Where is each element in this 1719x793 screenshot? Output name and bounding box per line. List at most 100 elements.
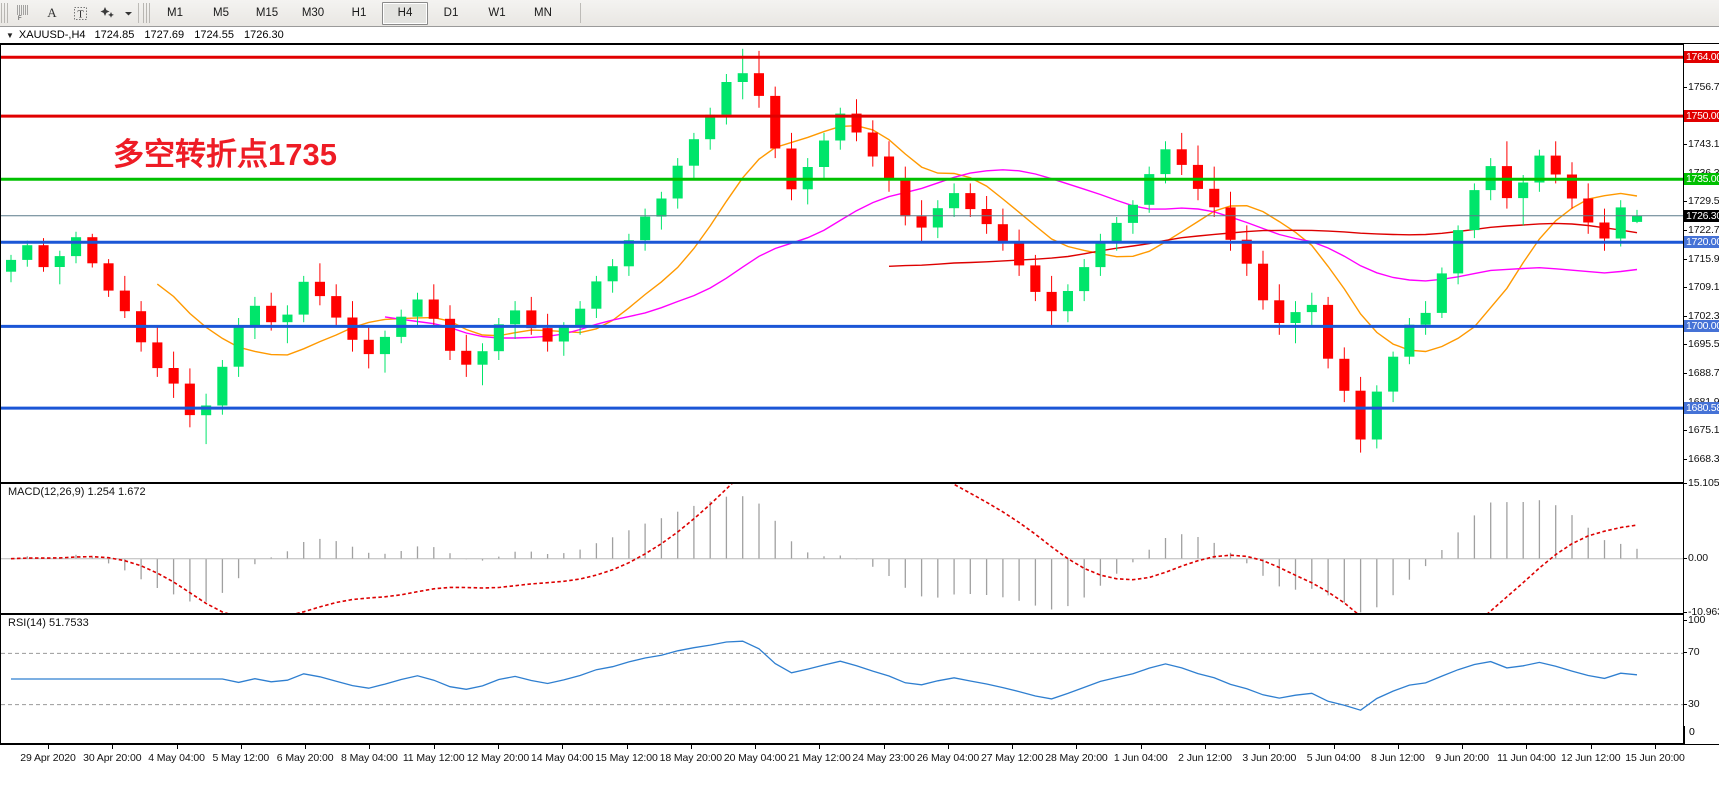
time-tick-label: 27 May 12:00: [980, 752, 1044, 764]
symbol-label: XAUUSD-,H4: [18, 29, 86, 41]
time-tick-label: 20 May 04:00: [723, 752, 787, 764]
candle: [981, 209, 992, 225]
chart-menu-caret-icon[interactable]: ▼: [6, 30, 14, 40]
candle: [819, 140, 830, 167]
rsi-tick-label: 100: [1688, 614, 1706, 626]
candle: [1355, 390, 1366, 440]
time-tick: [819, 745, 821, 749]
time-tick: [1333, 745, 1335, 749]
period-button-m30[interactable]: M30: [301, 7, 325, 19]
text-label-icon[interactable]: A: [47, 5, 57, 20]
price-tick-label: 1729.50: [1688, 195, 1719, 208]
candle: [217, 366, 228, 406]
price-scale-main[interactable]: 1764.001756.701750.001743.101736.301729.…: [1684, 44, 1719, 483]
candle: [721, 82, 732, 115]
period-button-m1[interactable]: M1: [167, 7, 183, 19]
candle: [916, 216, 927, 228]
candle: [640, 216, 651, 241]
level-tag-1700[interactable]: 1700.00: [1684, 320, 1719, 333]
candle-series: [6, 48, 1643, 453]
time-scale[interactable]: 29 Apr 2020 30 Apr 20:00 4 May 04:00 5 May …: [0, 744, 1719, 793]
time-tick: [1269, 745, 1271, 749]
time-tick-label: 11 May 12:00: [402, 752, 465, 764]
level-tag-1735[interactable]: 1735.00: [1684, 173, 1719, 186]
price-scale[interactable]: 1764.001756.701750.001743.101736.301729.…: [1684, 44, 1719, 745]
objects-icon[interactable]: [94, 1, 122, 25]
price-tick: 1668.30: [1684, 453, 1719, 465]
candle: [1371, 391, 1382, 440]
level-tag-1764[interactable]: 1764.00: [1684, 51, 1719, 64]
time-tick: [433, 745, 435, 749]
candle: [1453, 230, 1464, 274]
rsi-tick-label: 30: [1688, 697, 1700, 710]
period-button-w1[interactable]: W1: [488, 7, 506, 19]
candle: [1501, 166, 1512, 199]
chart-annotation-text[interactable]: 多空转折点1735: [113, 137, 337, 172]
price-tick: 1675.10: [1684, 424, 1719, 436]
candle: [1534, 155, 1545, 183]
candle: [152, 342, 163, 369]
time-tick-label: 24 May 23:00: [852, 752, 915, 764]
price-tick-label: 1702.30: [1688, 309, 1719, 322]
period-button-h1[interactable]: H1: [351, 7, 367, 19]
rsi-plot-area[interactable]: [1, 615, 1683, 743]
candle: [477, 351, 488, 365]
candle: [201, 405, 212, 416]
candle: [1079, 267, 1090, 292]
level-tag-1720[interactable]: 1720.00: [1684, 236, 1719, 249]
time-tick-label: 26 May 04:00: [916, 752, 980, 764]
chevron-down-icon[interactable]: [122, 2, 135, 24]
candle: [461, 350, 472, 365]
candle: [22, 245, 33, 260]
time-tick: [562, 745, 564, 749]
ohlc-high: 1727.69: [144, 29, 185, 41]
rsi-tick-label: 70: [1688, 646, 1700, 659]
candle: [558, 327, 569, 342]
candle: [510, 310, 521, 325]
candle: [379, 336, 390, 355]
ma-slow: [888, 222, 1638, 267]
candle: [1469, 190, 1480, 231]
price-scale-rsi[interactable]: 100 70 30 0: [1684, 614, 1719, 745]
price-pane[interactable]: 多空转折点1735: [0, 44, 1684, 483]
candle: [1192, 164, 1203, 189]
candle: [1323, 304, 1334, 359]
candle: [1632, 215, 1643, 222]
level-tag-1680[interactable]: 1680.58: [1684, 402, 1719, 415]
candle: [965, 193, 976, 210]
time-tick-label: 28 May 20:00: [1045, 752, 1108, 764]
period-button-m5[interactable]: M5: [213, 7, 229, 19]
price-tick: 1729.50: [1684, 195, 1719, 207]
candle: [1599, 222, 1610, 239]
candle: [103, 263, 114, 291]
ohlc-values: 1724.85 1727.69 1724.55 1726.30: [95, 29, 291, 41]
time-tick: [497, 745, 499, 749]
price-tick: 1715.90: [1684, 253, 1719, 265]
toolbar-grip[interactable]: [1, 3, 8, 23]
period-button-h4[interactable]: H4: [382, 1, 428, 25]
price-scale-macd[interactable]: 15.105 0.00 -10.963: [1684, 477, 1719, 618]
text-object-icon[interactable]: T: [66, 1, 94, 25]
crosshair-icon[interactable]: F: [10, 1, 38, 25]
candle: [428, 299, 439, 319]
period-button-d1[interactable]: D1: [443, 7, 459, 19]
level-tag-1750[interactable]: 1750.00: [1684, 110, 1719, 123]
last-price-tag[interactable]: 1726.30: [1684, 209, 1719, 222]
rsi-pane[interactable]: RSI(14) 51.7533: [0, 614, 1684, 744]
candle: [1144, 174, 1155, 205]
price-plot-area[interactable]: [1, 45, 1683, 482]
time-tick-label: 1 Jun 04:00: [1113, 752, 1168, 764]
period-button-mn[interactable]: MN: [534, 7, 552, 19]
candle: [233, 325, 244, 367]
macd-pane[interactable]: MACD(12,26,9) 1.254 1.672: [0, 483, 1684, 614]
candle: [1111, 222, 1122, 241]
period-button-m15[interactable]: M15: [255, 7, 279, 19]
candle: [266, 305, 277, 323]
time-tick: [240, 745, 242, 749]
candle: [1014, 243, 1025, 266]
macd-plot-area[interactable]: [1, 484, 1683, 613]
period-group-grip[interactable]: [143, 3, 150, 23]
candle: [1046, 291, 1057, 312]
time-tick: [176, 745, 178, 749]
candle: [1566, 174, 1577, 199]
